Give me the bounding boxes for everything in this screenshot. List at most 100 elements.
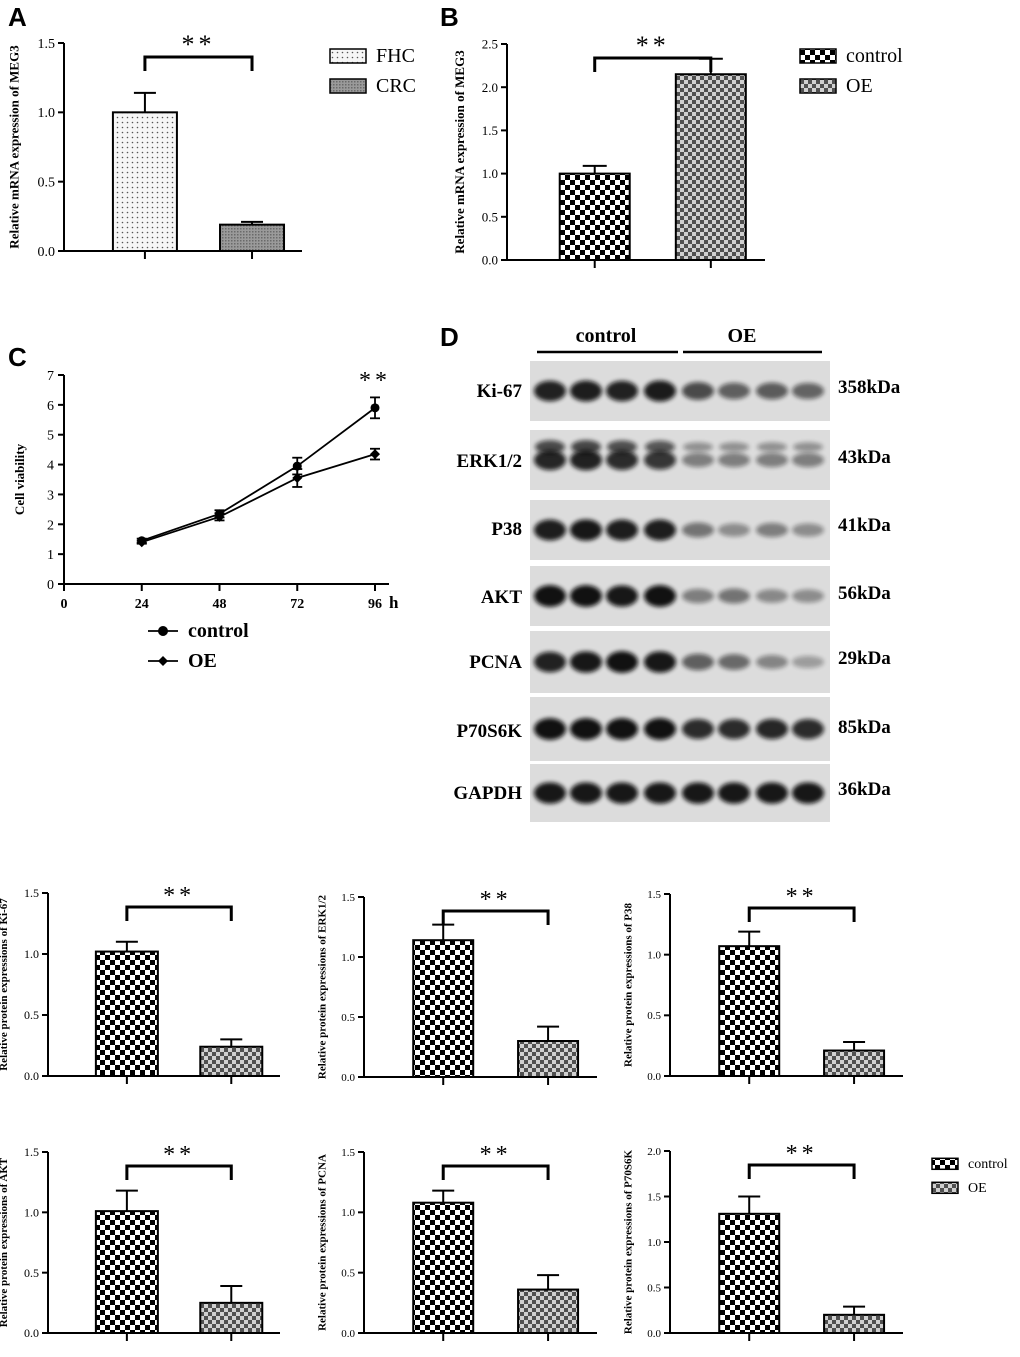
legend-label-oe: OE <box>188 650 217 672</box>
blot-band <box>644 782 676 804</box>
y-tick-label: 1.0 <box>341 952 355 964</box>
y-tick-label: 0.0 <box>647 1071 661 1083</box>
y-tick-label: 1.5 <box>341 1147 355 1159</box>
y-tick-label: 1.5 <box>647 1191 661 1203</box>
legend-label-control: control <box>846 45 903 67</box>
blot-band <box>607 440 637 454</box>
y-tick-label: 1.5 <box>647 889 661 901</box>
y-tick-label: 1.5 <box>38 37 56 52</box>
bar-control <box>94 1210 159 1335</box>
legend-label-oe: OE <box>846 75 873 97</box>
panel-letter-b: B <box>440 2 459 32</box>
chart-pcna-protein: 0.0 0.5 1.0 1.5 Relative protein expressions… <box>317 1142 597 1341</box>
bar-control <box>718 1212 781 1335</box>
blot-band <box>792 382 824 400</box>
blot-band <box>534 380 566 402</box>
blot-band <box>683 442 713 452</box>
blot-band <box>534 585 566 607</box>
blot-band <box>534 519 566 541</box>
panel-letter-a: A <box>8 2 27 32</box>
blot-protein-label: AKT <box>481 587 523 608</box>
y-tick-label: 2.0 <box>647 1146 661 1158</box>
legend-marker-control <box>158 626 168 636</box>
bar-control <box>718 945 781 1077</box>
blot-size-label: 85kDa <box>838 717 891 738</box>
blot-protein-label: P38 <box>491 519 522 540</box>
blot-band <box>606 450 638 470</box>
blot-band <box>534 449 566 471</box>
significance-marker: ** <box>786 884 818 910</box>
blot-band <box>535 440 565 454</box>
legend-label-oe: OE <box>968 1181 987 1196</box>
bar-control <box>558 172 631 262</box>
y-tick-label: 1.5 <box>341 892 355 904</box>
blot-size-label: 41kDa <box>838 515 891 536</box>
significance-marker: ** <box>636 31 670 60</box>
y-tick-label: 7 <box>47 369 54 384</box>
blot-band <box>606 585 638 607</box>
significance-bracket <box>441 909 550 925</box>
y-axis-label: Cell viability <box>12 443 27 515</box>
blot-band <box>756 718 788 740</box>
blot-size-label: 43kDa <box>838 447 891 468</box>
bar-oe <box>823 1049 886 1078</box>
significance-marker: ** <box>480 1142 512 1168</box>
y-tick-label: 0.5 <box>24 1266 39 1280</box>
blot-band <box>756 382 788 400</box>
y-tick-label: 0 <box>47 578 54 593</box>
data-point-control <box>370 403 380 413</box>
y-tick-label: 1 <box>47 548 54 563</box>
significance-marker: ** <box>480 887 512 913</box>
blot-band <box>570 782 602 804</box>
blot-band <box>756 782 788 804</box>
y-axis-label: Relative mRNA expression of MEG3 <box>6 45 21 249</box>
data-point-oe <box>214 511 225 522</box>
legend-label-control: control <box>968 1157 1008 1172</box>
significance-marker: ** <box>163 883 195 909</box>
x-tick-label: 0 <box>61 597 68 612</box>
blot-protein-label: ERK1/2 <box>457 451 522 472</box>
legend-swatch-control <box>931 1157 959 1171</box>
y-axis-label: Relative protein expressions of PCNA <box>317 1154 329 1331</box>
bar-control <box>412 1201 475 1335</box>
legend-swatch-oe <box>799 78 837 94</box>
blot-band <box>792 655 824 669</box>
blot-band <box>606 519 638 541</box>
blot-band <box>756 452 788 468</box>
chart-p70s6k-protein: 0.0 0.5 1.0 1.5 2.0 Relative protein expressi… <box>623 1141 1008 1341</box>
blot-band <box>682 452 714 468</box>
blot-band <box>534 782 566 804</box>
blot-band <box>718 719 750 739</box>
significance-bracket <box>441 1164 550 1180</box>
y-tick-label: 1.0 <box>24 1206 39 1220</box>
blot-band <box>682 382 714 400</box>
series-line-oe <box>141 453 376 544</box>
chart-p38-protein: 0.0 0.5 1.0 1.5 Relative protein expressions… <box>623 884 903 1084</box>
y-tick-label: 0.5 <box>24 1008 39 1022</box>
blot-band <box>571 440 601 454</box>
blot-band <box>645 440 675 454</box>
blot-band <box>606 782 638 804</box>
y-tick-label: 2.0 <box>482 80 498 95</box>
y-tick-label: 0.5 <box>647 1010 661 1022</box>
blot-group-label-oe: OE <box>728 325 757 347</box>
western-blot-panel-d: control OE Ki-67 358kDa ERK1/2 43kDa P38 41kDa A… <box>453 325 901 822</box>
y-tick-label: 0.5 <box>38 176 56 191</box>
y-tick-label: 0.5 <box>341 1012 355 1024</box>
data-point-oe <box>370 449 381 460</box>
blot-band <box>793 442 823 452</box>
significance-bracket <box>125 1164 233 1180</box>
y-axis-label: Relative protein expressions of P70S6K <box>623 1149 635 1334</box>
blot-band <box>570 380 602 402</box>
bar-oe <box>517 1040 580 1078</box>
blot-band <box>682 588 714 604</box>
blot-band <box>570 519 602 541</box>
blot-band <box>718 523 750 537</box>
panel-letter-d: D <box>440 322 459 352</box>
blot-band <box>570 651 602 673</box>
significance-bracket <box>143 55 254 71</box>
blot-band <box>718 782 750 804</box>
blot-size-label: 36kDa <box>838 779 891 800</box>
blot-band <box>682 782 714 804</box>
